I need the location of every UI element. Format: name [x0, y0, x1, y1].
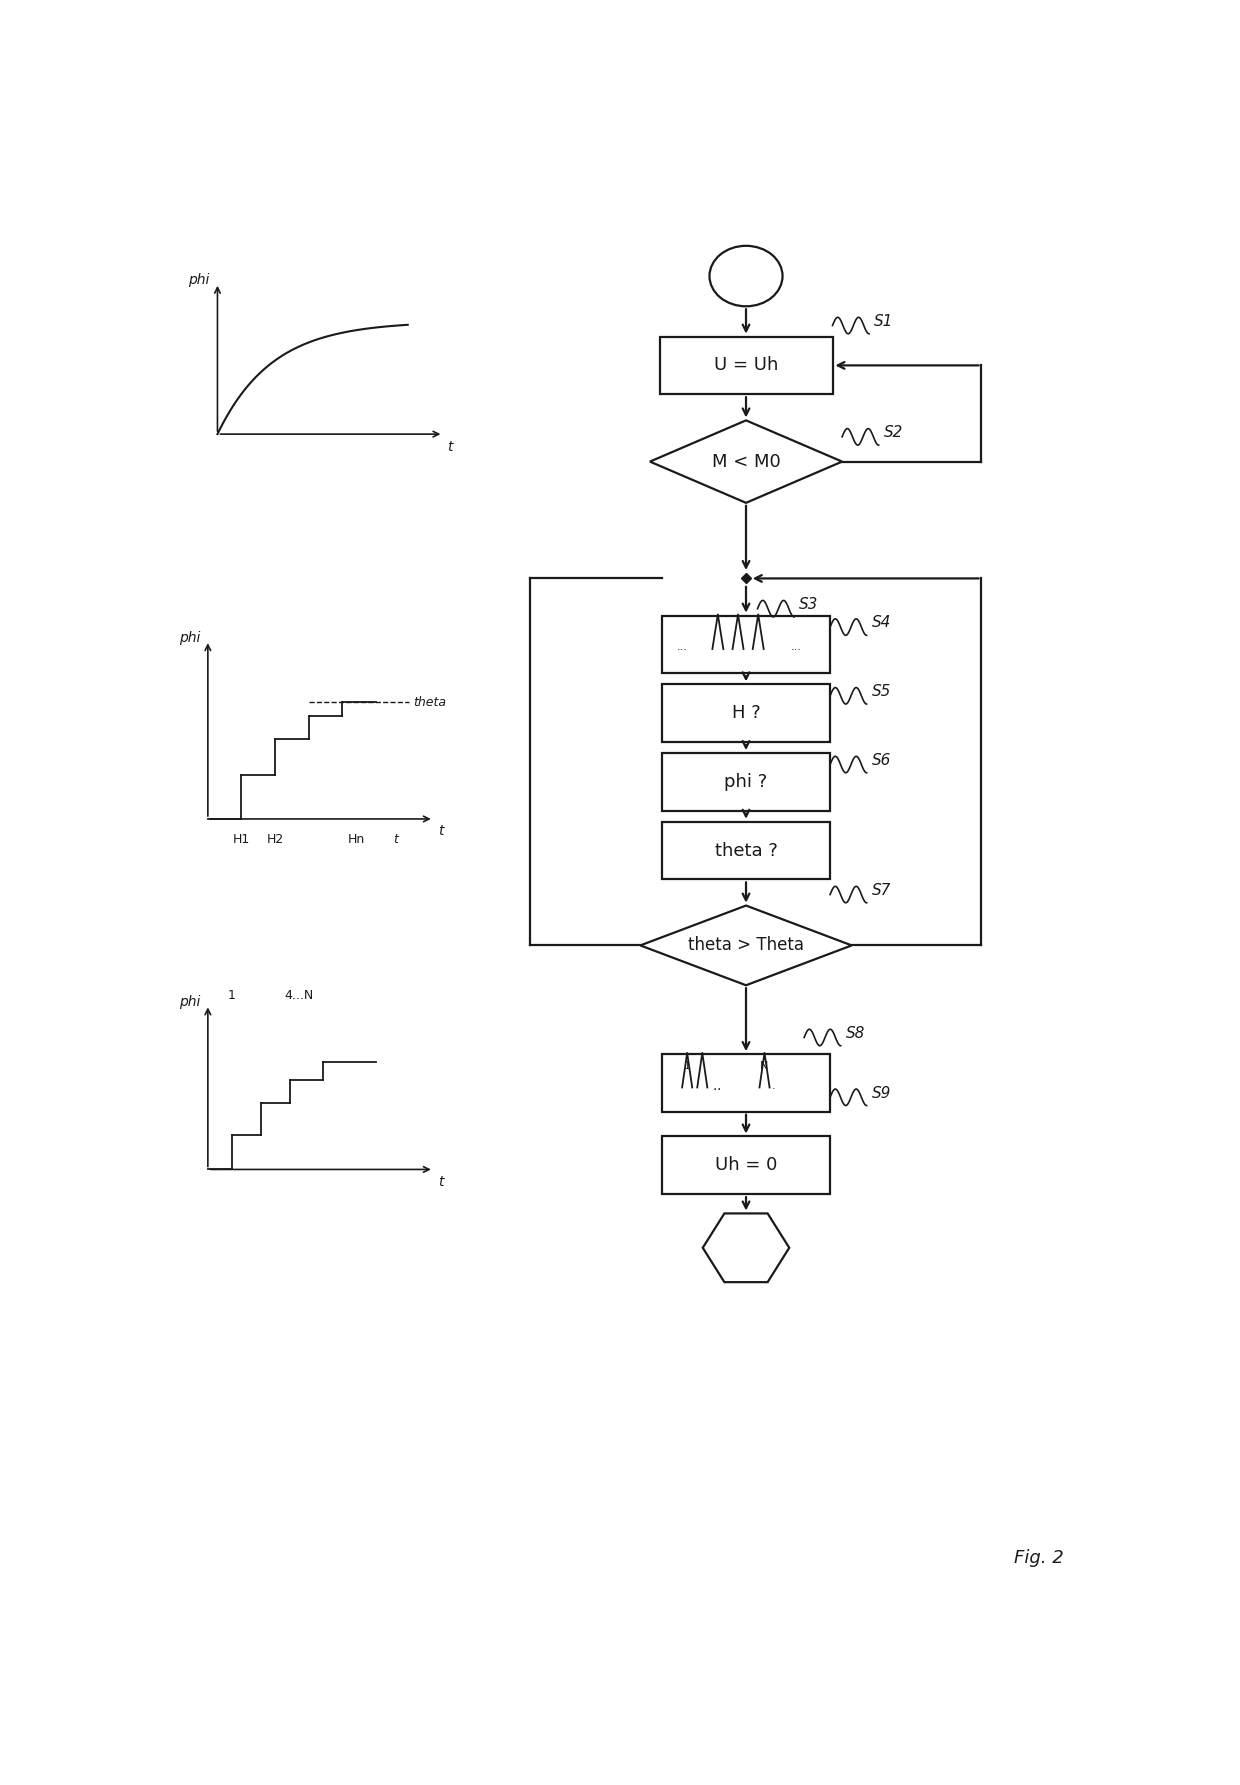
Text: Fig. 2: Fig. 2	[1014, 1549, 1064, 1567]
Text: U = Uh: U = Uh	[714, 357, 779, 375]
Text: S8: S8	[846, 1026, 864, 1041]
Text: theta: theta	[413, 696, 446, 709]
Text: t: t	[438, 1175, 443, 1189]
Bar	[662, 753, 830, 810]
Text: 4...N: 4...N	[284, 989, 314, 1001]
Text: H ?: H ?	[732, 703, 760, 723]
Text: phi: phi	[179, 630, 200, 644]
Text: 1: 1	[683, 1060, 691, 1071]
Text: S4: S4	[872, 616, 890, 630]
Text: 1: 1	[228, 989, 236, 1001]
Text: ...: ...	[677, 643, 687, 652]
Text: .: .	[773, 1080, 775, 1091]
Text: phi: phi	[179, 994, 200, 1009]
Text: H2: H2	[267, 832, 284, 846]
Text: S1: S1	[874, 314, 893, 328]
Text: .: .	[717, 1078, 722, 1092]
Text: Uh = 0: Uh = 0	[714, 1157, 777, 1175]
Bar	[662, 1137, 830, 1194]
Text: S2: S2	[883, 425, 903, 441]
Text: H1: H1	[233, 832, 250, 846]
Text: ...: ...	[791, 643, 802, 652]
Text: phi: phi	[188, 273, 210, 287]
Bar	[660, 337, 832, 394]
Text: Hn: Hn	[348, 832, 366, 846]
Bar	[662, 684, 830, 743]
Text: t: t	[448, 439, 453, 453]
Text: N: N	[760, 1060, 769, 1071]
Bar	[662, 616, 830, 673]
Text: S3: S3	[799, 596, 818, 612]
Text: S6: S6	[872, 753, 890, 768]
Text: phi ?: phi ?	[724, 773, 768, 791]
Text: t: t	[393, 832, 398, 846]
Text: S7: S7	[872, 884, 890, 898]
Text: S9: S9	[872, 1085, 890, 1101]
Text: .: .	[713, 1078, 717, 1092]
Bar	[662, 821, 830, 880]
Text: theta > Theta: theta > Theta	[688, 937, 804, 955]
Text: t: t	[438, 825, 443, 839]
Bar	[662, 1053, 830, 1112]
Text: theta ?: theta ?	[714, 841, 777, 860]
Text: M < M0: M < M0	[712, 453, 780, 471]
Text: S5: S5	[872, 684, 890, 700]
